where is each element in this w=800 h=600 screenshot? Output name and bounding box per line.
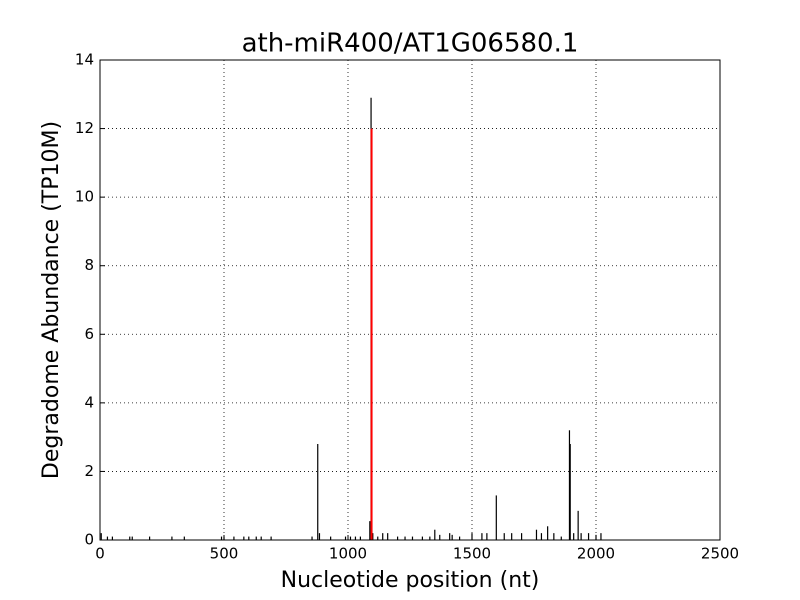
y-tick-label: 0 [84,531,94,549]
x-tick-label: 1500 [453,545,491,563]
x-tick-label: 2000 [577,545,615,563]
y-tick-label: 8 [84,256,94,274]
y-tick-label: 10 [75,188,94,206]
x-tick-label: 1000 [329,545,367,563]
y-tick-label: 2 [84,462,94,480]
chart-title: ath-miR400/AT1G06580.1 [242,29,579,59]
x-tick-label: 2500 [701,545,739,563]
y-tick-label: 14 [75,51,94,69]
x-tick-label: 500 [210,545,239,563]
plot-area [99,59,721,541]
y-tick-label: 4 [84,393,94,411]
plot-frame [99,59,721,541]
x-tick-label: 0 [95,545,105,563]
x-axis-label: Nucleotide position (nt) [281,568,540,593]
y-tick-label: 12 [75,119,94,137]
y-tick-label: 6 [84,325,94,343]
y-axis-label: Degradome Abundance (TP10M) [39,121,64,479]
